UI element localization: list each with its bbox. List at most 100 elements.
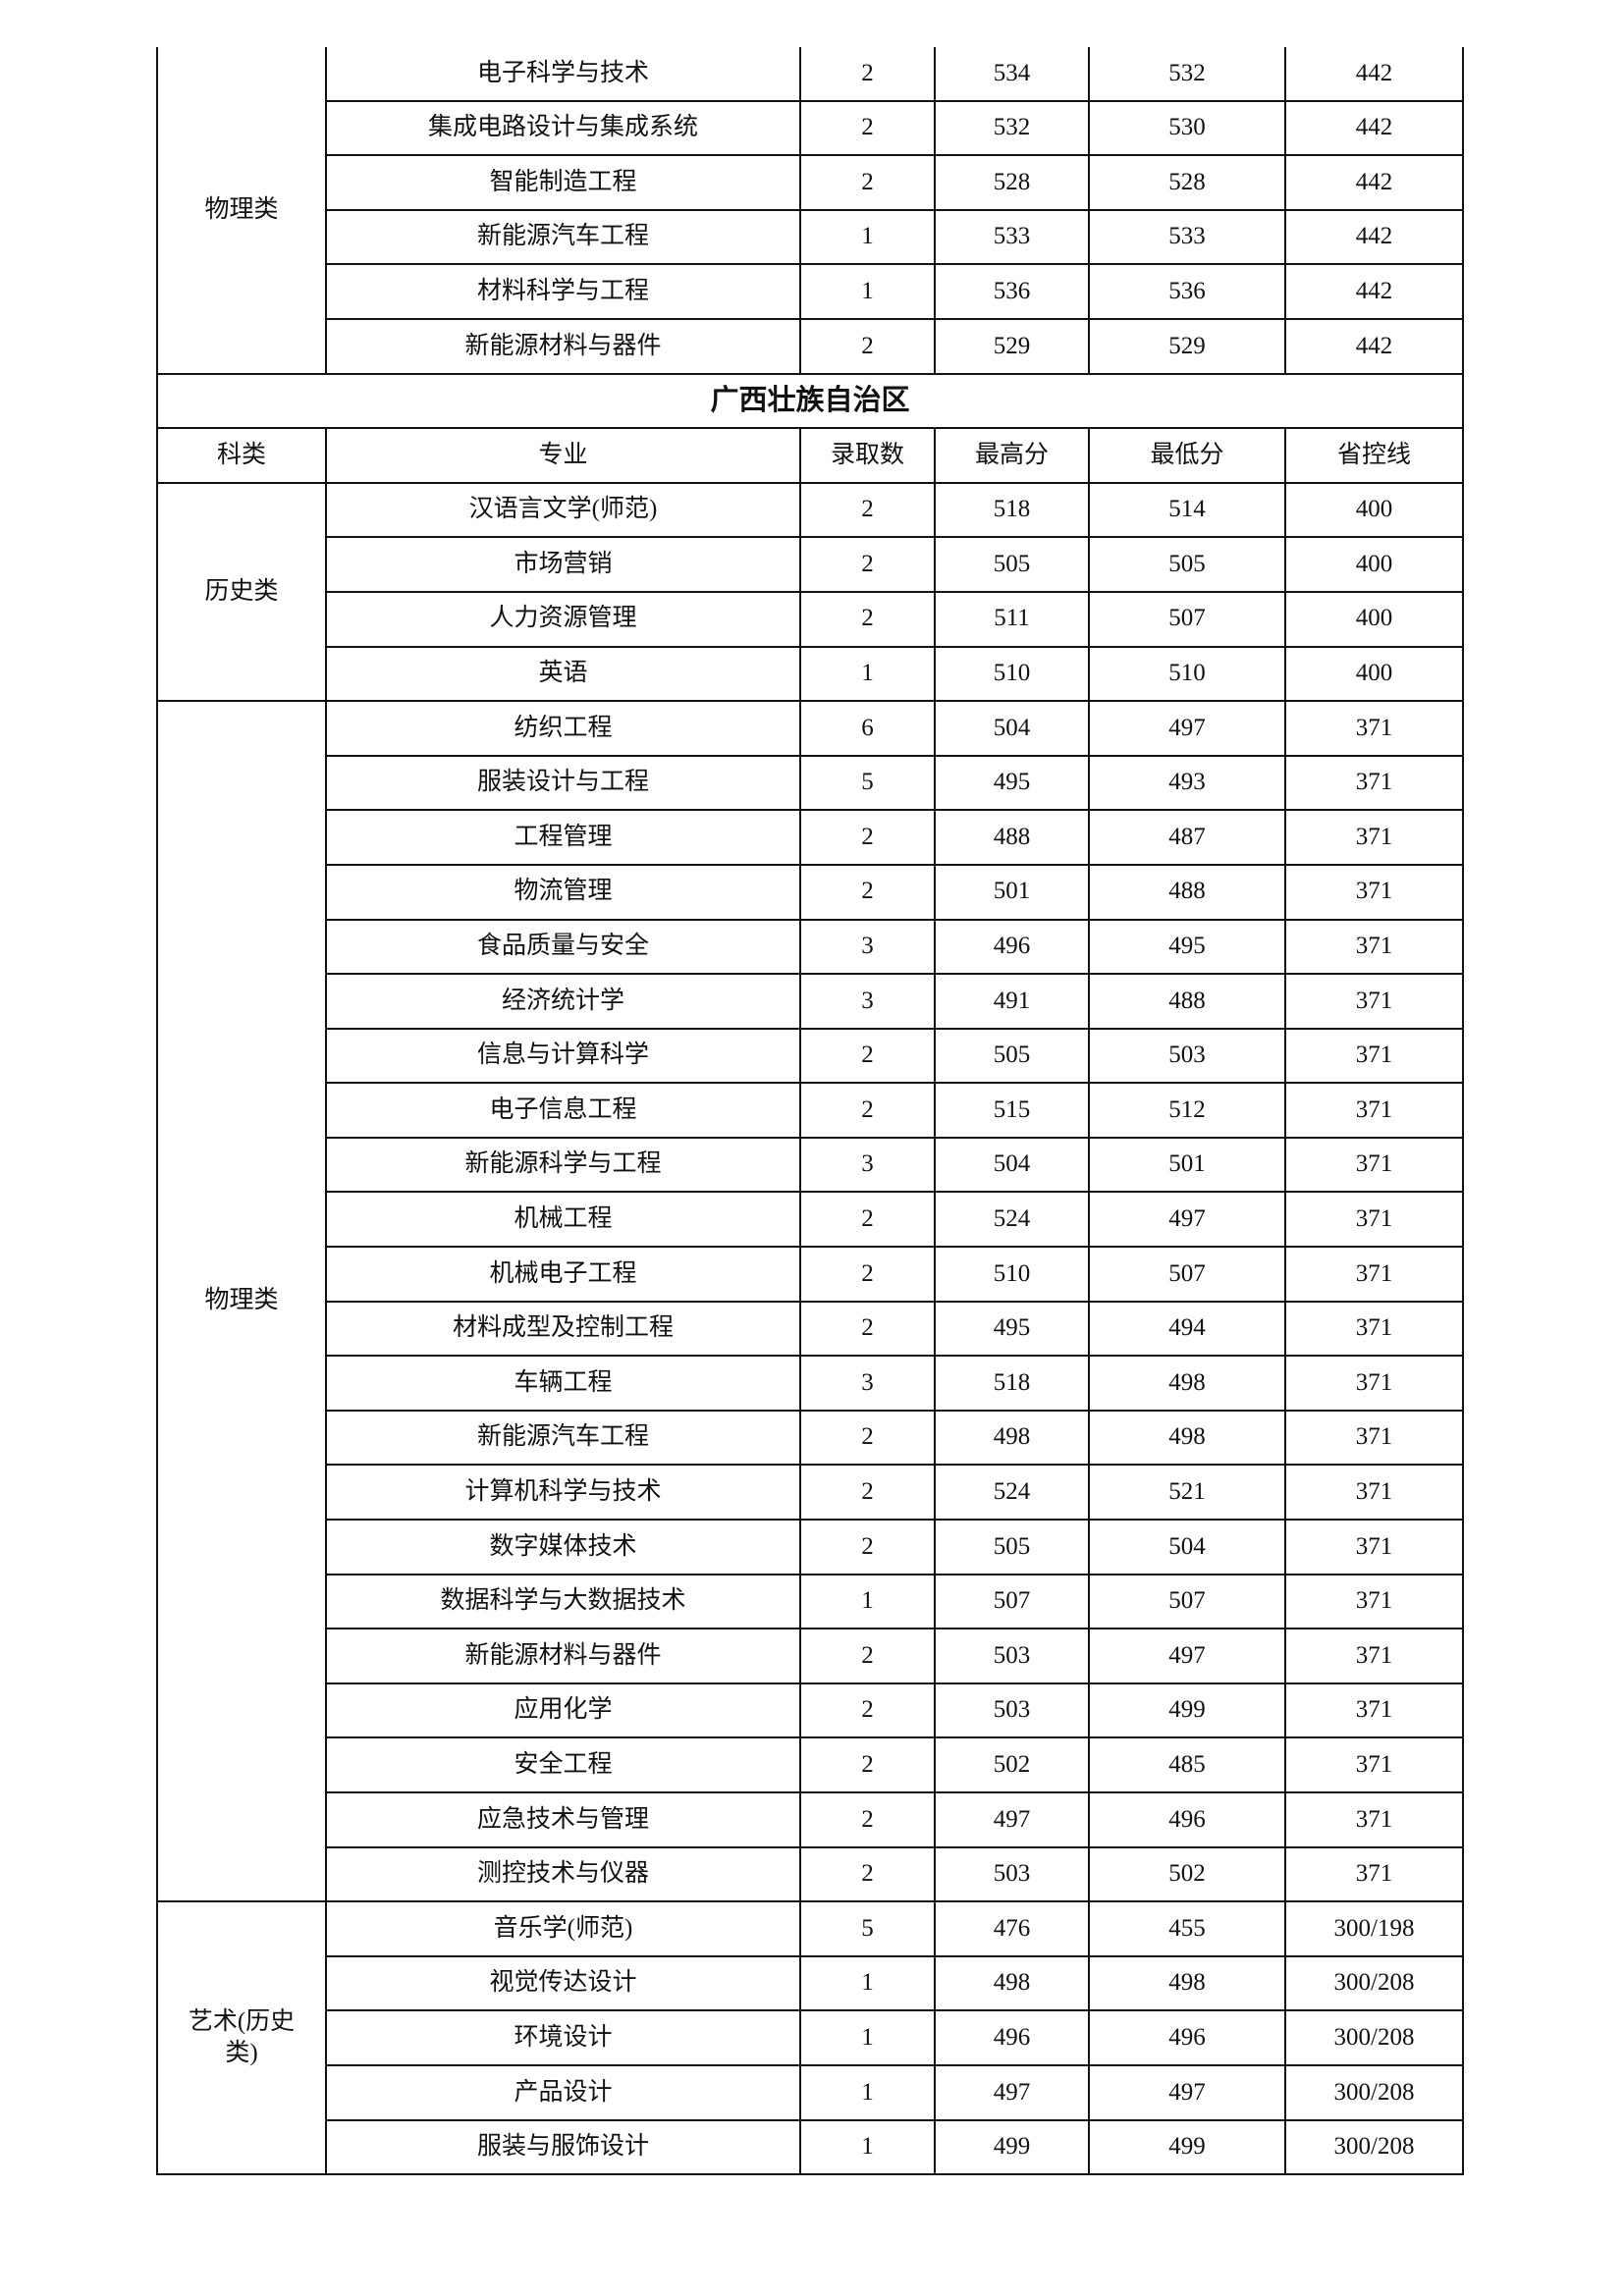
min-score-cell: 496	[1088, 2009, 1286, 2066]
admitted-count-cell: 1	[799, 208, 936, 266]
admitted-count-cell: 6	[799, 700, 936, 757]
max-score-cell: 503	[934, 1628, 1090, 1684]
min-score-cell: 507	[1088, 590, 1286, 648]
admitted-count-cell: 2	[799, 536, 936, 593]
table-row: 材料科学与工程 1 536 536 442	[157, 263, 1464, 320]
major-cell: 信息与计算科学	[325, 1027, 801, 1085]
province-control-line-cell: 371	[1284, 1027, 1464, 1085]
admitted-count-cell: 2	[799, 1464, 936, 1522]
max-score-cell: 488	[934, 809, 1090, 866]
header-row: 科类 专业 录取数 最高分 最低分 省控线	[156, 427, 1464, 484]
max-score-cell: 510	[934, 1246, 1090, 1303]
table-body: 物理类 电子科学与技术 2 534 532 442 集成电路设计与集成系统 2 532 530 44…	[156, 47, 1464, 2176]
min-score-cell: 499	[1088, 2118, 1286, 2176]
table-row: 机械工程 2 524 497 371	[157, 1191, 1464, 1249]
max-score-cell: 499	[934, 2118, 1090, 2176]
province-control-line-cell: 300/208	[1284, 2009, 1464, 2066]
min-score-cell: 487	[1088, 809, 1286, 866]
min-score-cell: 505	[1088, 536, 1286, 593]
max-score-cell: 524	[934, 1464, 1090, 1522]
major-cell: 环境设计	[325, 2009, 801, 2066]
max-score-cell: 476	[934, 1900, 1090, 1957]
min-score-cell: 499	[1088, 1682, 1286, 1739]
table-row: 新能源材料与器件 2 503 497 371	[157, 1628, 1464, 1684]
province-control-line-cell: 371	[1284, 1464, 1464, 1522]
admitted-count-cell: 1	[799, 1573, 936, 1630]
table-row: 英语 1 510 510 400	[157, 645, 1464, 703]
major-cell: 英语	[325, 645, 801, 703]
table-row: 服装设计与工程 5 495 493 371	[157, 754, 1464, 812]
max-score-cell: 507	[934, 1573, 1090, 1630]
max-score-cell: 528	[934, 154, 1090, 211]
major-cell: 机械电子工程	[325, 1246, 801, 1303]
max-score-cell: 532	[934, 99, 1090, 157]
major-cell: 计算机科学与技术	[325, 1464, 801, 1522]
province-control-line-cell: 371	[1284, 754, 1464, 812]
admitted-count-cell: 2	[799, 1300, 936, 1358]
table-row: 新能源材料与器件 2 529 529 442	[157, 317, 1464, 375]
province-control-line-cell: 400	[1284, 536, 1464, 593]
min-score-cell: 530	[1088, 99, 1286, 157]
table-row: 历史类 汉语言文学(师范) 2 518 514 400	[156, 481, 1464, 703]
province-control-line-cell: 371	[1284, 1791, 1464, 1848]
province-control-line-cell: 371	[1284, 863, 1464, 921]
table-row: 机械电子工程 2 510 507 371	[157, 1246, 1464, 1303]
min-score-cell: 488	[1088, 863, 1286, 921]
major-cell: 新能源汽车工程	[325, 208, 801, 266]
province-control-line-cell: 371	[1284, 1409, 1464, 1467]
min-score-cell: 533	[1088, 208, 1286, 266]
max-score-cell: 504	[934, 1136, 1090, 1194]
table-row: 计算机科学与技术 2 524 521 371	[157, 1464, 1464, 1522]
table-row: 视觉传达设计 1 498 498 300/208	[157, 1954, 1464, 2012]
table-row: 数字媒体技术 2 505 504 371	[157, 1519, 1464, 1575]
admitted-count-cell: 3	[799, 973, 936, 1030]
admitted-count-cell: 2	[799, 481, 936, 539]
table-row: 安全工程 2 502 485 371	[157, 1736, 1464, 1793]
province-control-line-cell: 442	[1284, 154, 1464, 211]
admitted-count-cell: 2	[799, 1845, 936, 1903]
column-header: 最高分	[934, 427, 1090, 484]
table-row: 信息与计算科学 2 505 503 371	[157, 1027, 1464, 1085]
table-row: 物流管理 2 501 488 371	[157, 863, 1464, 921]
min-score-cell: 488	[1088, 973, 1286, 1030]
major-cell: 食品质量与安全	[325, 918, 801, 976]
admitted-count-cell: 2	[799, 590, 936, 648]
table-row: 新能源汽车工程 2 498 498 371	[157, 1409, 1464, 1467]
category-cell: 物理类	[156, 47, 327, 375]
max-score-cell: 534	[934, 47, 1090, 102]
province-control-line-cell: 442	[1284, 99, 1464, 157]
major-cell: 音乐学(师范)	[325, 1900, 801, 1957]
admitted-count-cell: 2	[799, 1519, 936, 1575]
province-control-line-cell: 400	[1284, 590, 1464, 648]
max-score-cell: 504	[934, 700, 1090, 757]
admitted-count-cell: 2	[799, 809, 936, 866]
min-score-cell: 498	[1088, 1409, 1286, 1467]
min-score-cell: 512	[1088, 1082, 1286, 1139]
column-header: 最低分	[1088, 427, 1286, 484]
admitted-count-cell: 2	[799, 1791, 936, 1848]
min-score-cell: 528	[1088, 154, 1286, 211]
max-score-cell: 518	[934, 481, 1090, 539]
table-row: 艺术(历史类) 音乐学(师范) 5 476 455 300/198	[156, 1900, 1464, 2176]
min-score-cell: 497	[1088, 1628, 1286, 1684]
admitted-count-cell: 2	[799, 154, 936, 211]
category-cell: 历史类	[156, 481, 327, 703]
max-score-cell: 491	[934, 973, 1090, 1030]
table-row: 电子信息工程 2 515 512 371	[157, 1082, 1464, 1139]
major-cell: 应急技术与管理	[325, 1791, 801, 1848]
major-cell: 物流管理	[325, 863, 801, 921]
admitted-count-cell: 1	[799, 2063, 936, 2121]
major-cell: 车辆工程	[325, 1355, 801, 1412]
admitted-count-cell: 3	[799, 1355, 936, 1412]
admitted-count-cell: 1	[799, 2009, 936, 2066]
admitted-count-cell: 2	[799, 1682, 936, 1739]
admitted-count-cell: 2	[799, 99, 936, 157]
province-control-line-cell: 300/208	[1284, 2063, 1464, 2121]
min-score-cell: 493	[1088, 754, 1286, 812]
admitted-count-cell: 2	[799, 47, 936, 102]
table-row: 人力资源管理 2 511 507 400	[157, 590, 1464, 648]
admitted-count-cell: 1	[799, 645, 936, 703]
table-row: 应用化学 2 503 499 371	[157, 1682, 1464, 1739]
min-score-cell: 497	[1088, 1191, 1286, 1249]
min-score-cell: 495	[1088, 918, 1286, 976]
